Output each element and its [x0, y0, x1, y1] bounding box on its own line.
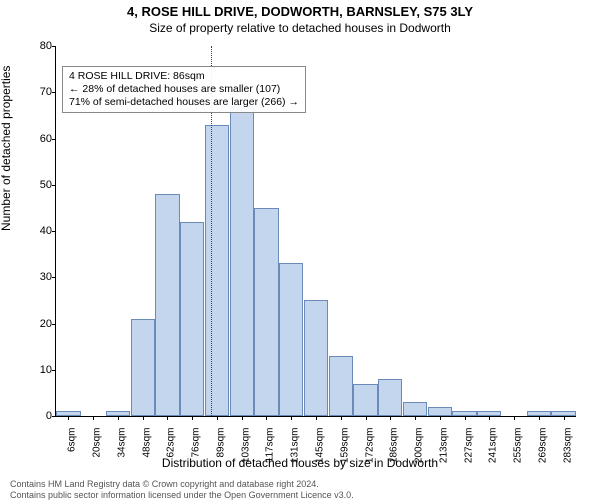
xtick-label: 6sqm [67, 428, 78, 452]
ytick-mark [52, 416, 56, 417]
plot-area: 010203040506070806sqm20sqm34sqm48sqm62sq… [55, 46, 576, 417]
ytick-label: 0 [4, 410, 52, 422]
xtick-mark [192, 416, 193, 420]
title-main: 4, ROSE HILL DRIVE, DODWORTH, BARNSLEY, … [0, 4, 600, 19]
ytick-label: 30 [4, 271, 52, 283]
xtick-mark [415, 416, 416, 420]
info-box: 4 ROSE HILL DRIVE: 86sqm← 28% of detache… [62, 66, 306, 113]
ytick-label: 60 [4, 133, 52, 145]
xtick-mark [143, 416, 144, 420]
info-line-3: 71% of semi-detached houses are larger (… [69, 96, 299, 109]
histogram-bar [205, 125, 229, 416]
xtick-label: 89sqm [215, 428, 226, 458]
ytick-mark [52, 46, 56, 47]
ytick-mark [52, 139, 56, 140]
histogram-bar [304, 300, 328, 416]
xtick-label: 20sqm [92, 428, 103, 458]
info-line-1: 4 ROSE HILL DRIVE: 86sqm [69, 70, 299, 83]
footer-line-1: Contains HM Land Registry data © Crown c… [10, 479, 354, 490]
ytick-label: 50 [4, 179, 52, 191]
xtick-mark [465, 416, 466, 420]
ytick-label: 10 [4, 364, 52, 376]
histogram-bar [353, 384, 377, 416]
xtick-label: 76sqm [191, 428, 202, 458]
xtick-mark [217, 416, 218, 420]
xtick-mark [564, 416, 565, 420]
xtick-mark [390, 416, 391, 420]
chart-container: 4, ROSE HILL DRIVE, DODWORTH, BARNSLEY, … [0, 4, 600, 504]
histogram-bar [403, 402, 427, 416]
xtick-mark [489, 416, 490, 420]
footer-attribution: Contains HM Land Registry data © Crown c… [10, 479, 354, 501]
xtick-mark [93, 416, 94, 420]
histogram-bar [155, 194, 179, 416]
xtick-mark [118, 416, 119, 420]
xtick-mark [266, 416, 267, 420]
ytick-mark [52, 92, 56, 93]
x-axis-label: Distribution of detached houses by size … [0, 456, 600, 470]
xtick-mark [440, 416, 441, 420]
xtick-label: 34sqm [116, 428, 127, 458]
ytick-label: 70 [4, 86, 52, 98]
ytick-mark [52, 231, 56, 232]
ytick-label: 40 [4, 225, 52, 237]
histogram-bar [254, 208, 278, 416]
histogram-bar [131, 319, 155, 416]
ytick-mark [52, 324, 56, 325]
xtick-mark [366, 416, 367, 420]
histogram-bar [329, 356, 353, 416]
xtick-mark [514, 416, 515, 420]
histogram-bar [279, 263, 303, 416]
footer-line-2: Contains public sector information licen… [10, 490, 354, 501]
ytick-label: 20 [4, 318, 52, 330]
histogram-bar [180, 222, 204, 416]
ytick-mark [52, 277, 56, 278]
xtick-mark [291, 416, 292, 420]
histogram-bar [230, 106, 254, 416]
xtick-label: 62sqm [166, 428, 177, 458]
xtick-mark [68, 416, 69, 420]
ytick-mark [52, 370, 56, 371]
histogram-bar [428, 407, 452, 416]
histogram-bar [378, 379, 402, 416]
title-sub: Size of property relative to detached ho… [0, 21, 600, 35]
ytick-label: 80 [4, 40, 52, 52]
info-line-2: ← 28% of detached houses are smaller (10… [69, 83, 299, 96]
xtick-label: 48sqm [141, 428, 152, 458]
xtick-mark [242, 416, 243, 420]
xtick-mark [316, 416, 317, 420]
ytick-mark [52, 185, 56, 186]
xtick-mark [341, 416, 342, 420]
xtick-mark [167, 416, 168, 420]
xtick-mark [539, 416, 540, 420]
